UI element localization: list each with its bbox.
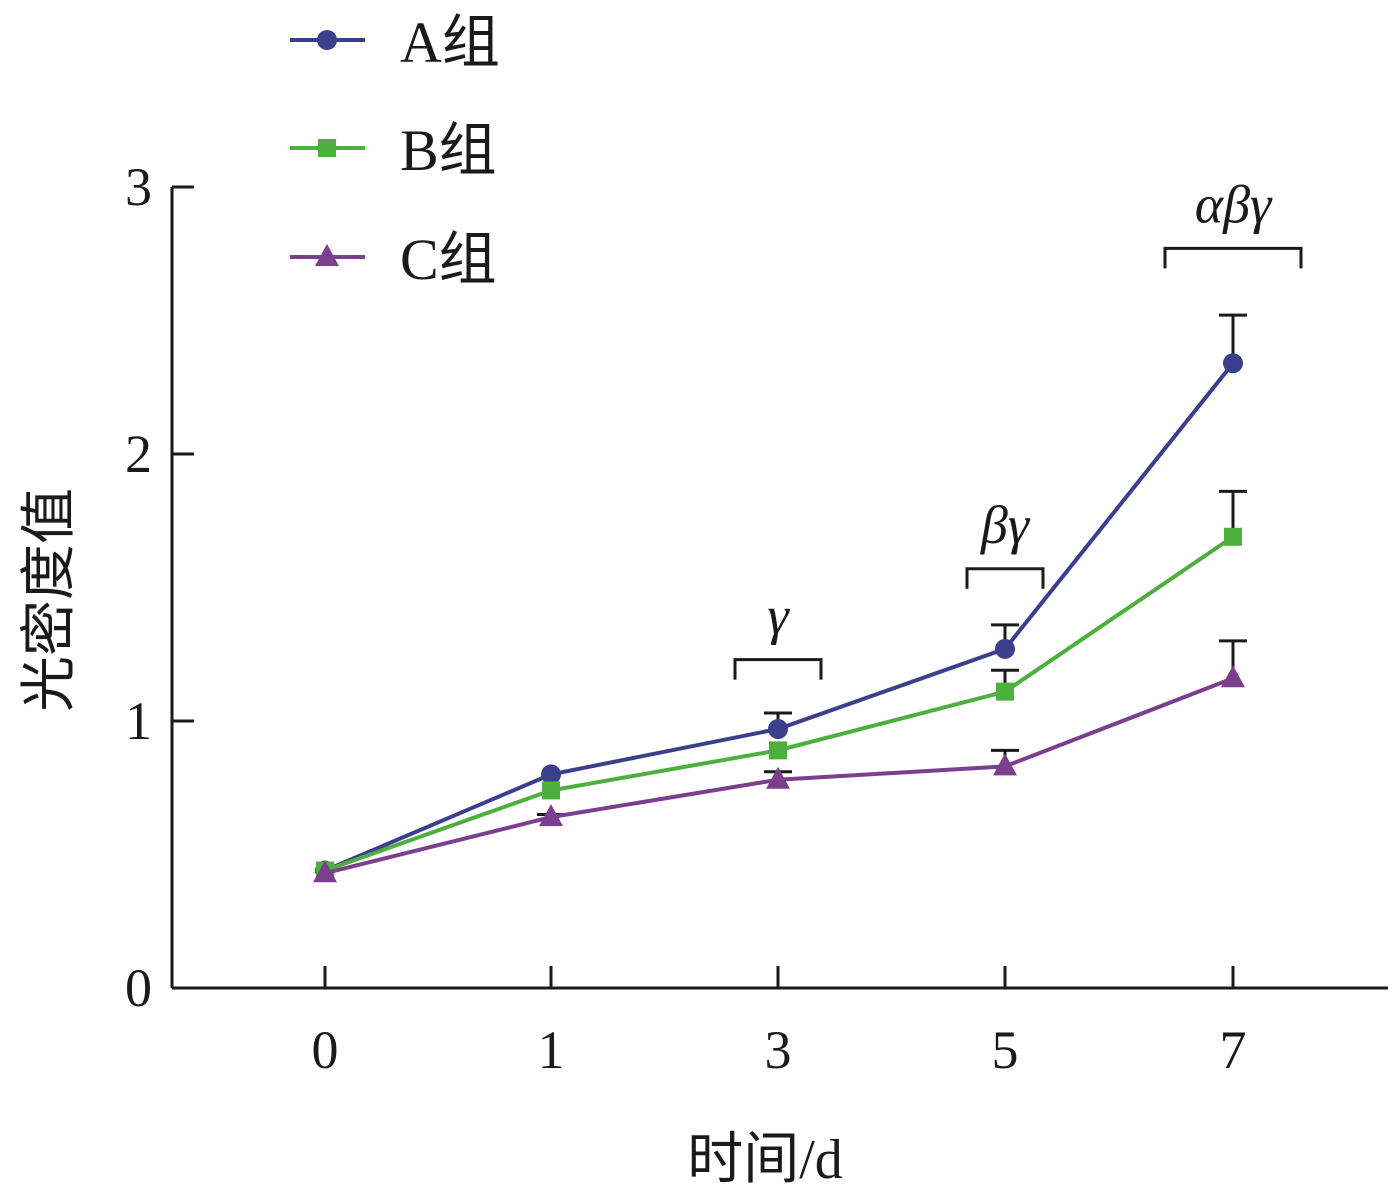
data-point	[541, 764, 561, 785]
data-point	[1223, 353, 1243, 374]
y-tick-label: 0	[125, 958, 152, 1018]
legend-label: C组	[400, 227, 497, 292]
data-point	[995, 638, 1015, 659]
x-tick-label: 7	[1220, 1020, 1247, 1080]
data-point	[1221, 665, 1245, 688]
data-point	[539, 804, 563, 827]
data-point	[993, 753, 1017, 776]
series-layer	[313, 313, 1247, 883]
legend-item-2: B组	[290, 118, 497, 183]
data-point	[768, 719, 788, 740]
significance-label: αβγ	[1195, 174, 1273, 234]
annotation-layer: γ βγ αβγ	[733, 174, 1303, 680]
y-axis-title: 光密度值	[19, 488, 81, 712]
data-point	[313, 860, 337, 883]
x-tick-label: 1	[538, 1020, 565, 1080]
legend-item-1: A组	[290, 10, 500, 75]
significance-bracket	[1163, 246, 1303, 269]
x-tick-label: 3	[765, 1020, 792, 1080]
series-3	[313, 639, 1247, 883]
legend-item-3: C组	[290, 227, 497, 292]
legend-marker	[318, 139, 336, 157]
x-axis-title: 时间/d	[687, 1129, 843, 1191]
y-tick-label: 3	[125, 157, 152, 217]
data-point	[542, 781, 560, 800]
data-point	[996, 682, 1014, 701]
data-point	[769, 741, 787, 760]
significance-bracket	[733, 658, 823, 680]
axes: 0 1 2 3 0 1 3 5 7	[125, 157, 1388, 1080]
legend-label: A组	[400, 10, 500, 75]
legend: A组 B组 C组	[290, 10, 500, 292]
legend-marker	[315, 244, 339, 266]
series-2	[316, 489, 1247, 880]
data-point	[1224, 527, 1242, 546]
y-tick-label: 1	[125, 691, 152, 751]
y-tick-label: 2	[125, 424, 152, 484]
x-tick-label: 0	[312, 1020, 339, 1080]
legend-label: B组	[400, 118, 497, 183]
significance-bracket	[965, 567, 1045, 589]
significance-label: γ	[767, 586, 790, 646]
x-tick-label: 5	[992, 1020, 1019, 1080]
data-point	[766, 766, 790, 789]
significance-label: βγ	[980, 495, 1031, 555]
legend-marker	[317, 30, 337, 50]
series-1	[315, 313, 1247, 881]
